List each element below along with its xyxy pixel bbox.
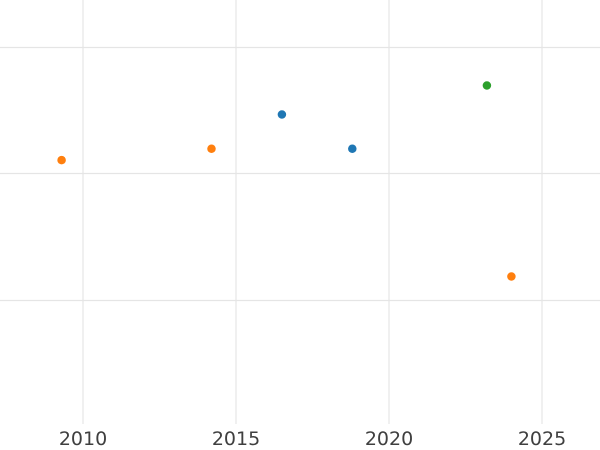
- scatter-point-blue: [348, 144, 357, 153]
- gridlines-group: [0, 0, 600, 424]
- scatter-point-orange: [207, 144, 216, 153]
- x-tick-label: 2015: [212, 428, 260, 450]
- x-tick-labels-group: 2010 2015 2020 2025: [59, 428, 566, 450]
- scatter-point-green: [482, 81, 492, 90]
- scatter-point-orange: [57, 155, 66, 165]
- scatter-point-blue: [277, 110, 287, 119]
- scatter-points-group: [57, 81, 516, 281]
- x-tick-label: 2020: [365, 428, 413, 450]
- x-tick-label: 2010: [59, 428, 107, 450]
- scatter-point-orange: [507, 272, 516, 281]
- x-tick-label: 2025: [518, 428, 566, 450]
